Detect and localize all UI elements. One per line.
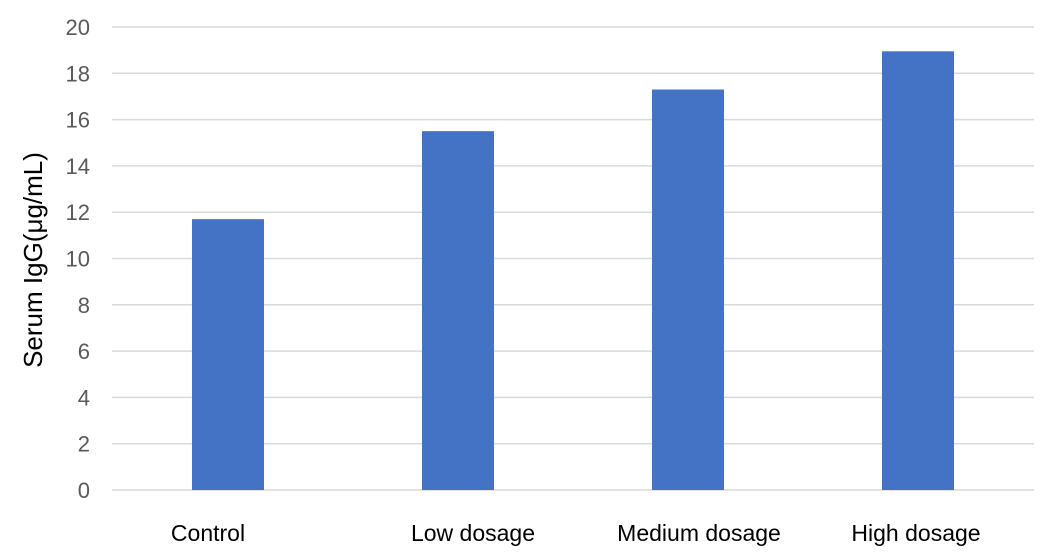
y-tick-label: 4 [78, 385, 90, 410]
y-tick-label: 8 [78, 293, 90, 318]
y-tick-label: 14 [66, 154, 90, 179]
x-category-label: Control [171, 520, 245, 546]
x-category-label: Low dosage [411, 520, 535, 546]
x-category-label: High dosage [851, 520, 980, 546]
x-axis-categories: Control Low dosage Medium dosage High dosag… [171, 520, 981, 546]
gridlines [112, 26, 1034, 491]
y-tick-label: 18 [66, 61, 90, 86]
y-tick-label: 0 [78, 478, 90, 503]
y-tick-label: 20 [66, 15, 90, 40]
y-tick-label: 12 [66, 200, 90, 225]
y-tick-label: 6 [78, 339, 90, 364]
y-tick-label: 2 [78, 432, 90, 457]
y-axis-ticks: 0 2 4 6 8 10 12 14 16 18 20 [66, 15, 90, 503]
bar [882, 51, 954, 491]
y-tick-label: 10 [66, 247, 90, 272]
bar [422, 131, 494, 491]
bar [652, 89, 724, 490]
bar [192, 219, 264, 490]
y-tick-label: 16 [66, 108, 90, 133]
x-category-label: Medium dosage [617, 520, 781, 546]
y-axis-label: Serum IgG(μg/mL) [18, 152, 48, 368]
bars [192, 51, 954, 491]
